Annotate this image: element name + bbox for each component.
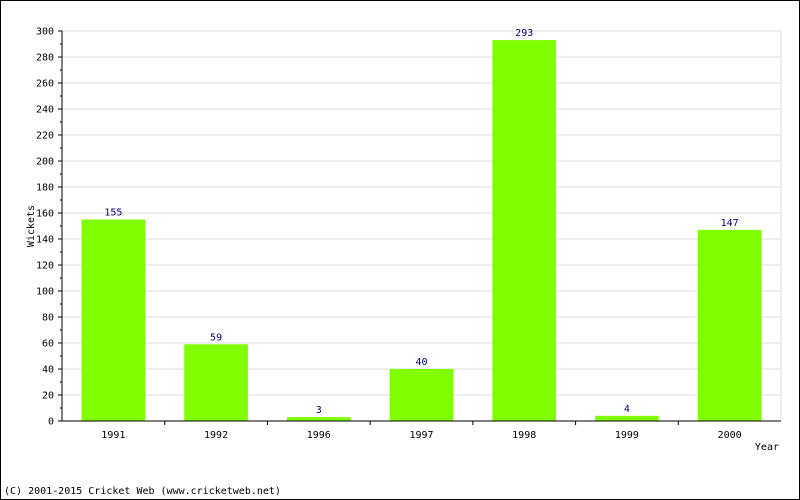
y-tick-label: 180: [36, 183, 54, 194]
bar-1992: [184, 344, 248, 421]
y-tick-label: 140: [36, 235, 54, 246]
bar-value-label: 147: [721, 218, 739, 229]
label-layer: 0 20 40 60 80 100 120 140 160 180 200 220 240 260 280 3…: [36, 27, 742, 442]
y-tick-label: 100: [36, 287, 54, 298]
bar-value-label: 155: [104, 208, 122, 219]
bar-value-label: 3: [316, 405, 322, 416]
bar-layer: [81, 40, 762, 421]
x-tick-label: 1992: [204, 430, 228, 441]
x-tick-label: 1999: [615, 430, 639, 441]
x-axis-title: Year: [755, 442, 779, 453]
y-tick-label: 240: [36, 105, 54, 116]
x-tick-label: 2000: [718, 430, 742, 441]
x-tick-label: 1998: [512, 430, 536, 441]
y-tick-label: 40: [42, 365, 54, 376]
y-tick-label: 160: [36, 209, 54, 220]
x-tick-label: 1991: [101, 430, 125, 441]
y-tick-label: 200: [36, 157, 54, 168]
y-tick-label: 280: [36, 53, 54, 64]
y-tick-label: 120: [36, 261, 54, 272]
y-tick-label: 20: [42, 391, 54, 402]
bar-1996: [286, 417, 351, 421]
y-axis-title: Wickets: [26, 205, 37, 247]
bar-value-label: 40: [415, 357, 427, 368]
y-tick-label: 300: [36, 27, 54, 38]
x-tick-label: 1997: [409, 430, 433, 441]
copyright-text: (C) 2001-2015 Cricket Web (www.cricketwe…: [4, 486, 281, 497]
y-tick-label: 60: [42, 339, 54, 350]
axis-layer: [58, 30, 781, 425]
bar-value-label: 4: [624, 404, 630, 415]
bar-value-label: 293: [515, 28, 533, 39]
y-tick-label: 80: [42, 313, 54, 324]
bar-1998: [492, 40, 557, 421]
bar-2000: [697, 229, 762, 421]
bar-1997: [389, 369, 454, 421]
y-tick-label: 220: [36, 131, 54, 142]
bar-1991: [81, 219, 146, 421]
x-tick-label: 1996: [307, 430, 331, 441]
grid-layer: [62, 30, 782, 421]
y-tick-label: 0: [48, 417, 54, 428]
y-tick-label: 260: [36, 79, 54, 90]
bar-value-label: 59: [210, 332, 222, 343]
bar-1999: [595, 415, 659, 421]
